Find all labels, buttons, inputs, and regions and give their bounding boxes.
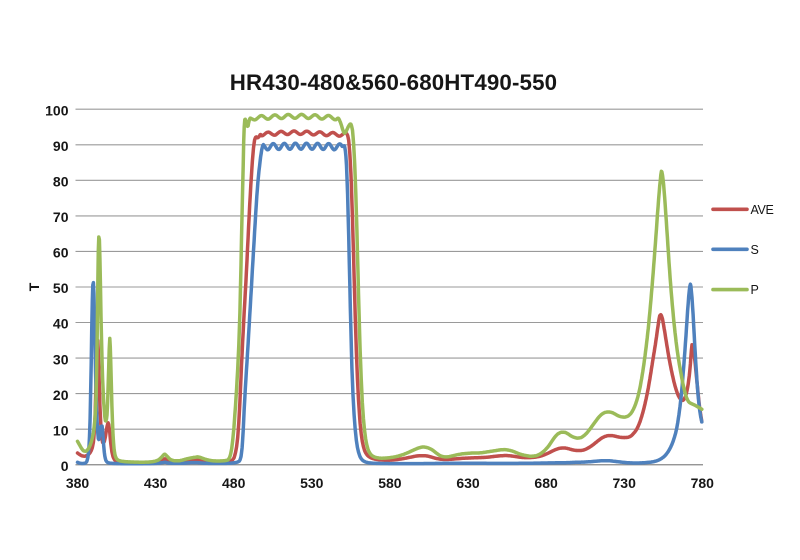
svg-text:10: 10 (53, 422, 69, 438)
svg-text:90: 90 (53, 138, 69, 154)
svg-text:P: P (751, 283, 759, 297)
svg-text:430: 430 (144, 475, 168, 491)
svg-text:60: 60 (53, 245, 69, 261)
svg-text:630: 630 (456, 475, 480, 491)
svg-text:380: 380 (66, 475, 90, 491)
svg-text:S: S (751, 243, 759, 257)
svg-text:T: T (26, 282, 42, 291)
svg-text:680: 680 (534, 475, 558, 491)
svg-text:80: 80 (53, 174, 69, 190)
svg-text:780: 780 (691, 475, 715, 491)
svg-text:HR430-480&560-680HT490-550: HR430-480&560-680HT490-550 (230, 70, 557, 95)
svg-text:480: 480 (222, 475, 246, 491)
svg-text:100: 100 (45, 102, 69, 118)
svg-text:50: 50 (53, 280, 69, 296)
svg-text:AVE: AVE (751, 203, 774, 217)
svg-text:20: 20 (53, 387, 69, 403)
svg-text:530: 530 (300, 475, 324, 491)
svg-text:30: 30 (53, 351, 69, 367)
svg-text:40: 40 (53, 316, 69, 332)
svg-text:0: 0 (61, 458, 69, 474)
svg-text:730: 730 (613, 475, 637, 491)
svg-text:70: 70 (53, 209, 69, 225)
svg-text:580: 580 (378, 475, 402, 491)
